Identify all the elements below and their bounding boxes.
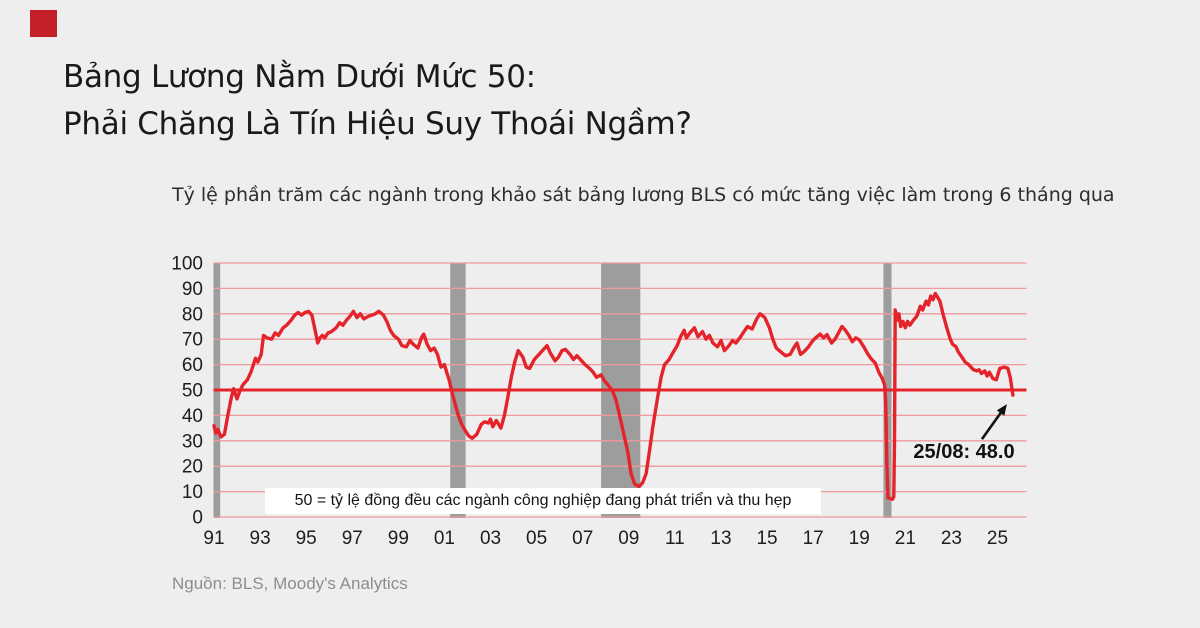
x-axis-tick-label: 19 [849,528,870,549]
x-axis-tick-label: 17 [803,528,824,549]
x-axis-tick-label: 13 [710,528,731,549]
y-axis-tick-label: 70 [182,330,203,351]
page-title-line1: Bảng Lương Nằm Dưới Mức 50: [63,59,536,95]
brand-logo-square [30,10,57,37]
y-axis-tick-label: 20 [182,457,203,478]
x-axis-tick-label: 91 [203,528,224,549]
x-axis-tick-label: 11 [665,528,685,549]
annotation-arrow-head [996,404,1007,416]
footnote-text: 50 = tỷ lệ đồng đều các ngành công nghiệ… [294,492,792,509]
page-title: Bảng Lương Nằm Dưới Mức 50: Phải Chăng Là… [63,54,963,148]
x-axis-tick-label: 07 [572,528,593,549]
y-axis-tick-label: 0 [192,508,203,529]
x-axis-tick-label: 97 [342,528,363,549]
x-axis-tick-label: 93 [250,528,271,549]
y-axis-tick-label: 10 [182,482,203,503]
y-axis-tick-label: 60 [182,355,203,376]
x-axis-tick-label: 25 [987,528,1008,549]
y-axis-tick-label: 50 [182,381,203,402]
x-axis-tick-label: 15 [756,528,777,549]
x-axis-tick-label: 01 [434,528,455,549]
y-axis-tick-label: 90 [182,279,203,300]
latest-value-annotation: 25/08: 48.0 [913,441,1015,463]
x-axis-tick-label: 05 [526,528,547,549]
source-credit: Nguồn: BLS, Moody's Analytics [172,574,408,593]
annotation-arrow-shaft [980,409,1004,440]
x-axis-tick-label: 09 [618,528,639,549]
y-axis-tick-label: 30 [182,431,203,452]
y-axis-tick-label: 40 [182,406,203,427]
y-axis-tick-label: 100 [171,254,203,275]
y-axis-tick-label: 80 [182,304,203,325]
x-axis-tick-label: 95 [296,528,317,549]
footnote-box: 50 = tỷ lệ đồng đều các ngành công nghiệ… [265,488,821,514]
series-line-payroll-diffusion [212,291,1015,501]
chart-subtitle: Tỷ lệ phần trăm các ngành trong khảo sát… [172,184,1115,206]
x-axis-tick-label: 03 [480,528,501,549]
x-axis-tick-label: 21 [895,528,916,549]
x-axis-tick-label: 23 [941,528,962,549]
x-axis-tick-label: 99 [388,528,409,549]
page-title-line2: Phải Chăng Là Tín Hiệu Suy Thoái Ngầm? [63,106,692,142]
